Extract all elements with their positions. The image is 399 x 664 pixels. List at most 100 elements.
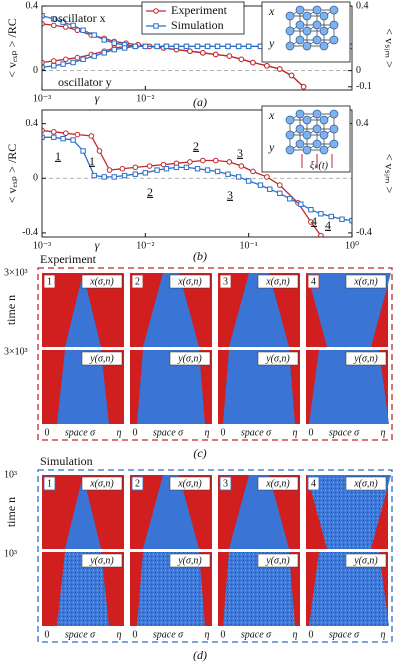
data-point (80, 27, 86, 33)
x-tick-label: 10⁻² (136, 240, 154, 251)
oscillator-node (302, 130, 312, 140)
y2-tick-label: 0.4 (356, 0, 369, 11)
oscillator-node (329, 139, 339, 149)
series (42, 134, 352, 224)
data-point (187, 159, 193, 165)
map-x-label: space σ (65, 629, 96, 640)
data-point (142, 43, 149, 50)
map-x-label: space σ (329, 629, 360, 640)
map-x-label: space σ (65, 427, 96, 438)
oscillator-node (302, 26, 312, 36)
map-x-label: 0 (133, 629, 138, 640)
data-line (42, 44, 305, 88)
map-domain (307, 475, 391, 549)
data-point (154, 43, 160, 50)
map-domain (307, 273, 391, 347)
maps-title: Simulation (40, 454, 93, 468)
data-point (226, 53, 233, 59)
map-x-label: η (117, 629, 122, 640)
data-point (298, 201, 304, 207)
data-point (146, 163, 153, 169)
point-label: 1 (89, 154, 95, 168)
oscillator-node (302, 145, 312, 155)
data-point (70, 59, 76, 66)
panel-number: 4 (311, 276, 316, 287)
data-point (194, 43, 201, 50)
map-x-label: η (205, 629, 210, 640)
point-label: 2 (147, 185, 153, 199)
map-x-label: η (293, 427, 298, 438)
inset-label: y (268, 36, 275, 50)
oscillator-node (319, 26, 329, 36)
data-point (300, 83, 307, 90)
maps-title: Experiment (40, 252, 97, 266)
oscillator-node (312, 5, 322, 15)
map-label-box (345, 553, 387, 568)
map-row-label: y(σ,n) (265, 353, 290, 364)
data-point (51, 134, 57, 141)
map-x-label: space σ (241, 629, 272, 640)
data-point (80, 56, 86, 63)
maps-ytick: 3×10³ (4, 267, 28, 278)
maps-ytick: 3×10³ (4, 346, 28, 357)
maps-ytick: 10³ (4, 548, 17, 559)
y-axis-label: < vₑₓₚ > /RC (5, 144, 19, 204)
map-domain (137, 350, 205, 424)
map-label-box (345, 351, 387, 366)
inset-label: ξₖ(t) (310, 160, 329, 171)
map-domain (223, 552, 295, 626)
y-axis-label: < vₑₓₚ > /RC (5, 18, 19, 78)
map-row-label: x(σ,n) (353, 478, 378, 489)
point-label: 4 (325, 218, 331, 232)
maps-ytick: 10³ (4, 469, 17, 480)
data-point (91, 32, 97, 38)
oscillator-node (285, 145, 295, 155)
oscillator-node (285, 130, 295, 140)
map-domain (229, 273, 289, 347)
map-x-label: space σ (241, 427, 272, 438)
data-point (308, 206, 314, 213)
data-point (173, 43, 180, 50)
data-point (250, 168, 256, 175)
oscillator-node (285, 115, 295, 125)
data-point (88, 133, 95, 139)
x-tick-label: 10⁻¹ (240, 240, 258, 251)
map-x-label: η (117, 427, 122, 438)
oscillator-node (312, 35, 322, 45)
map-label-box (345, 274, 387, 289)
data-point (101, 37, 107, 43)
data-point (328, 213, 334, 220)
legend-label: Experiment (171, 3, 228, 17)
y-tick-label: -0.4 (22, 227, 38, 238)
map-row-label: x(σ,n) (177, 478, 202, 489)
data-point (163, 43, 170, 50)
map-x-label: space σ (329, 427, 360, 438)
data-point (50, 22, 57, 29)
data-point (121, 172, 128, 179)
map-x-label: 0 (221, 629, 226, 640)
map-row-label: x(σ,n) (177, 276, 202, 287)
panel-number-box (43, 274, 56, 289)
x-tick-label: 10⁻² (136, 93, 154, 104)
data-point (183, 164, 190, 171)
data-point (339, 216, 345, 222)
oscillator-node (319, 41, 329, 51)
data-point (106, 167, 113, 173)
data-point (160, 161, 167, 168)
data-point (51, 63, 57, 69)
inset-label: x (268, 4, 275, 18)
oscillator-node (302, 11, 312, 21)
map-row-label: y(σ,n) (89, 555, 114, 566)
data-point (74, 131, 81, 138)
panel-number: 3 (223, 478, 228, 489)
data-point (163, 166, 170, 172)
data-point (173, 164, 180, 171)
data-point (111, 174, 117, 180)
map-row-label: y(σ,n) (177, 353, 202, 364)
oscillator-node (329, 109, 339, 119)
map-domain (57, 350, 109, 424)
plot-frame (41, 109, 353, 238)
map-domain (143, 475, 199, 549)
map-x-label: 0 (45, 629, 50, 640)
panel-number: 2 (135, 276, 140, 287)
